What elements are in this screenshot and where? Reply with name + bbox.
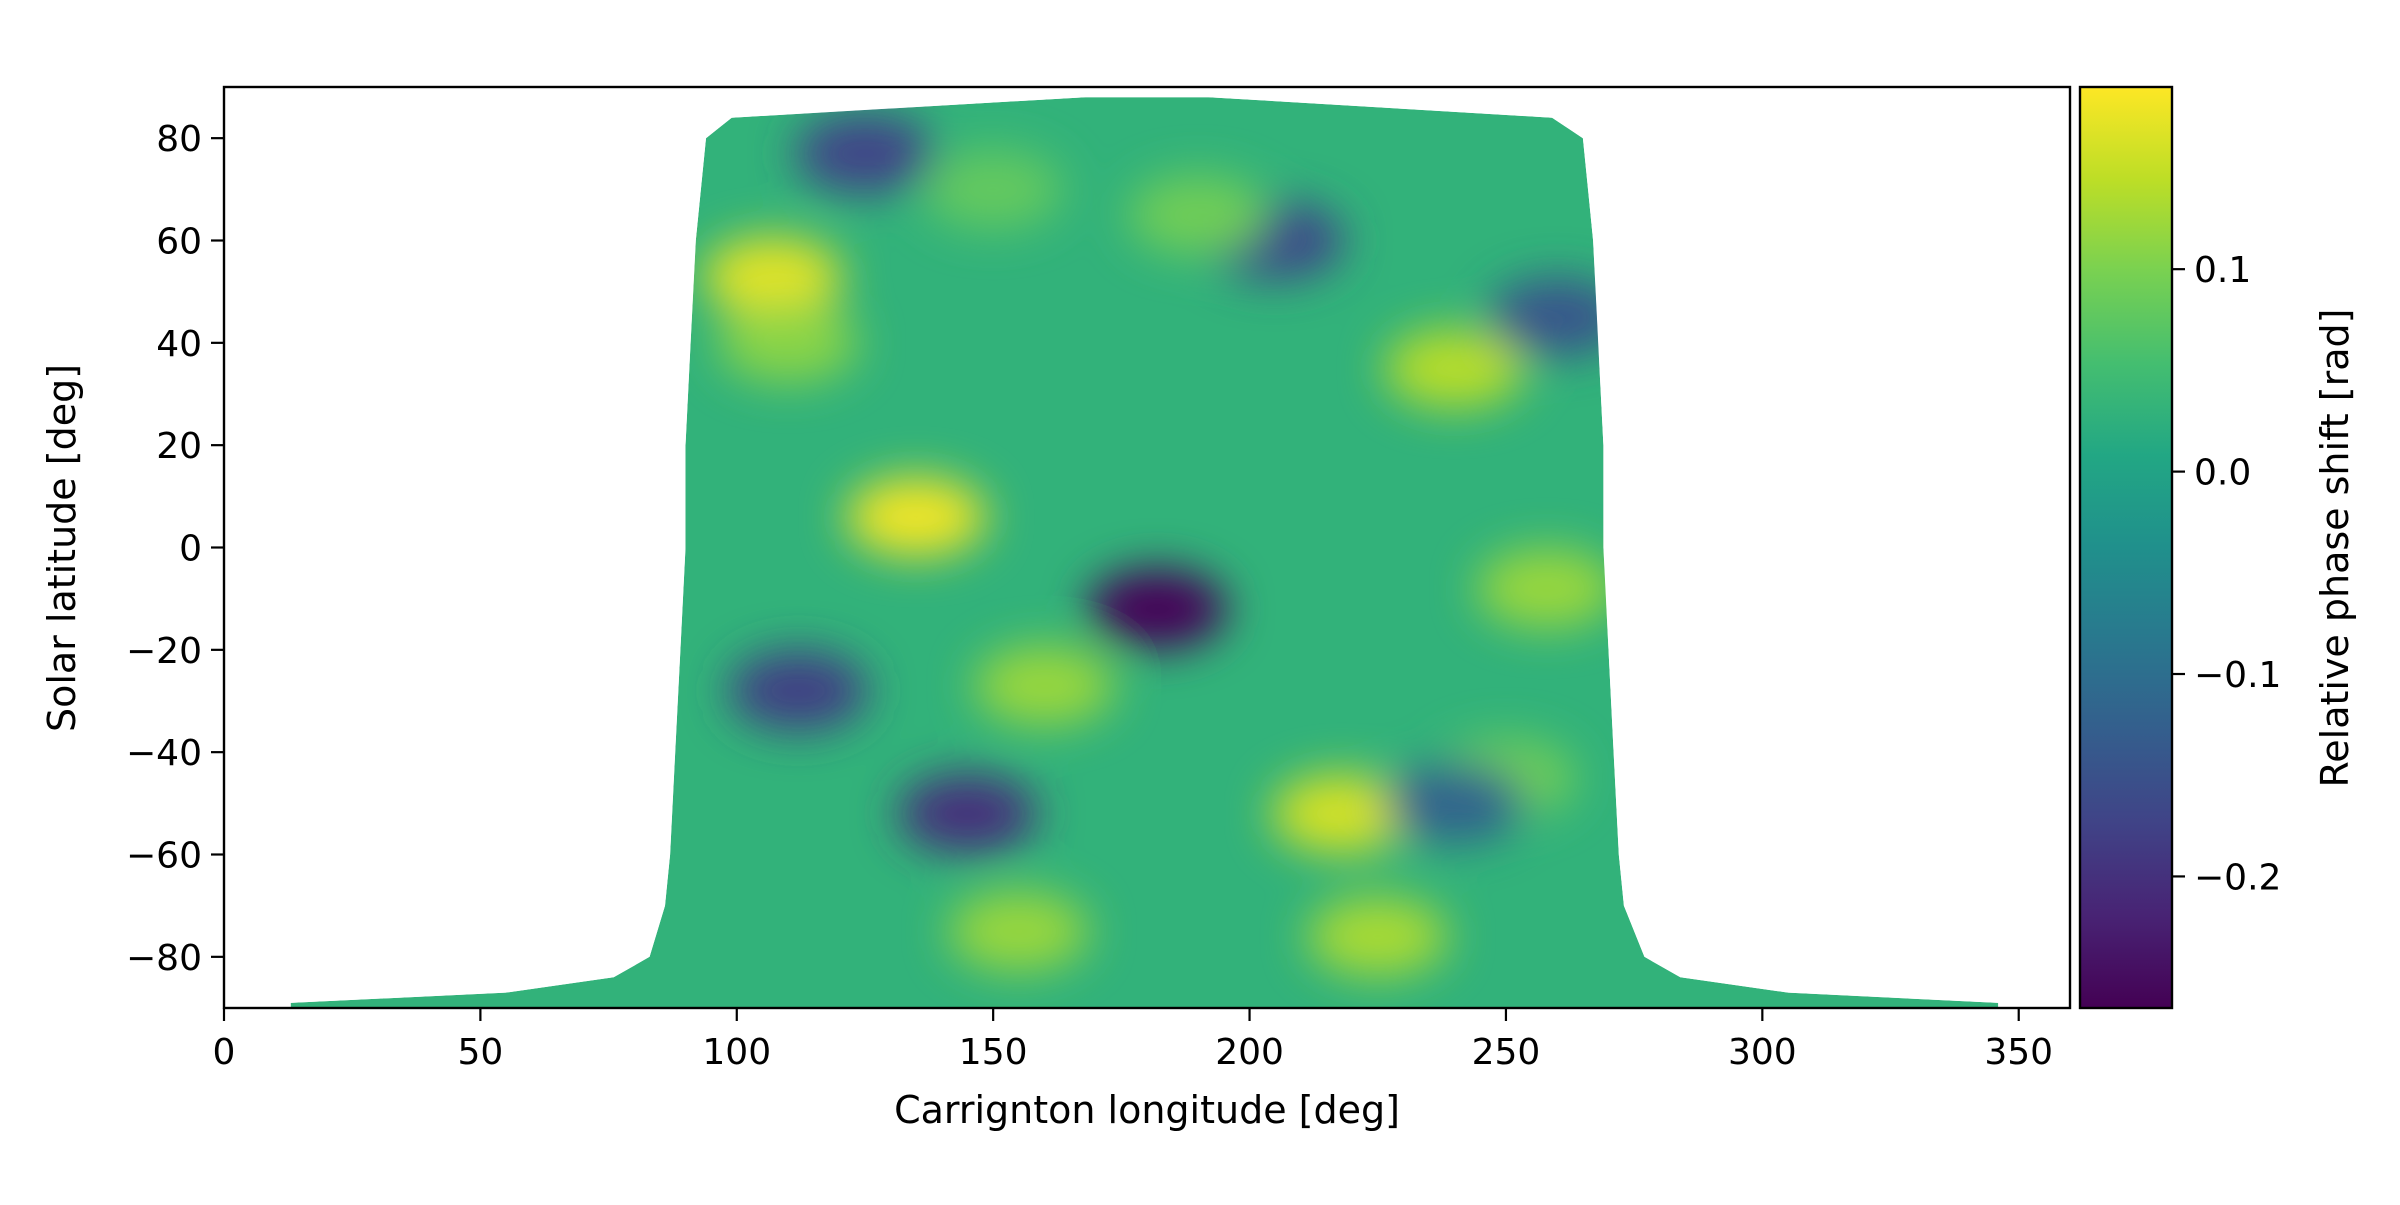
heatmap-feature-7 [794,113,935,194]
heatmap-feature-0 [1087,568,1228,649]
heatmap-feature-5 [897,773,1038,854]
y-tick-label: 80 [156,119,202,160]
heatmap-feature-17 [1487,277,1628,358]
x-tick-label: 300 [1728,1032,1797,1073]
y-tick-label: 0 [179,529,202,570]
heatmap-feature-9 [1307,896,1448,977]
heatmap-features [702,113,1628,977]
colorbar-tick-label: −0.1 [2194,655,2281,696]
y-tick-label: −40 [126,733,202,774]
x-tick-label: 0 [213,1032,236,1073]
y-axis-label: Solar latitude [deg] [40,364,84,732]
colorbar-tick-label: 0.0 [2194,453,2251,494]
y-tick-label: 20 [156,426,202,467]
heatmap-feature-11 [974,645,1115,726]
x-tick-label: 50 [457,1032,503,1073]
heatmap-feature-6 [728,650,869,731]
colorbar-frame [2078,85,2174,1010]
x-tick-label: 200 [1215,1032,1284,1073]
heatmap-feature-14 [923,149,1064,230]
heatmap-feature-18 [1384,763,1525,844]
colorbar-tick-label: −0.2 [2194,857,2281,898]
x-axis-label: Carrignton longitude [deg] [894,1088,1400,1132]
heatmap-feature-12 [1476,548,1617,629]
colorbar-label: Relative phase shift [rad] [2313,309,2357,788]
x-tick-label: 150 [959,1032,1028,1073]
heatmap-feature-4 [1384,328,1525,409]
heatmap-feature-3 [1271,773,1412,854]
y-tick-label: 40 [156,324,202,365]
x-axis: 0 50 100 150 200 250 300 350 [213,1008,2053,1073]
heatmap-feature-10 [948,891,1089,972]
heatmap-feature-13 [718,302,859,383]
heatmap-feature-1 [846,476,987,557]
x-tick-label: 250 [1472,1032,1541,1073]
colorbar-axis: −0.2 −0.1 0.0 0.1 [2172,250,2281,898]
heatmap-feature-2 [702,236,843,317]
y-tick-label: −80 [126,938,202,979]
colorbar [2080,87,2172,1008]
y-tick-label: −20 [126,631,202,672]
y-tick-label: −60 [126,836,202,877]
heatmap-feature-15 [1128,174,1269,255]
x-tick-label: 350 [1984,1032,2053,1073]
y-tick-label: 60 [156,222,202,263]
x-tick-label: 100 [702,1032,771,1073]
y-axis: −80 −60 −40 −20 0 20 40 60 80 [126,119,224,979]
colorbar-tick-label: 0.1 [2194,250,2251,291]
